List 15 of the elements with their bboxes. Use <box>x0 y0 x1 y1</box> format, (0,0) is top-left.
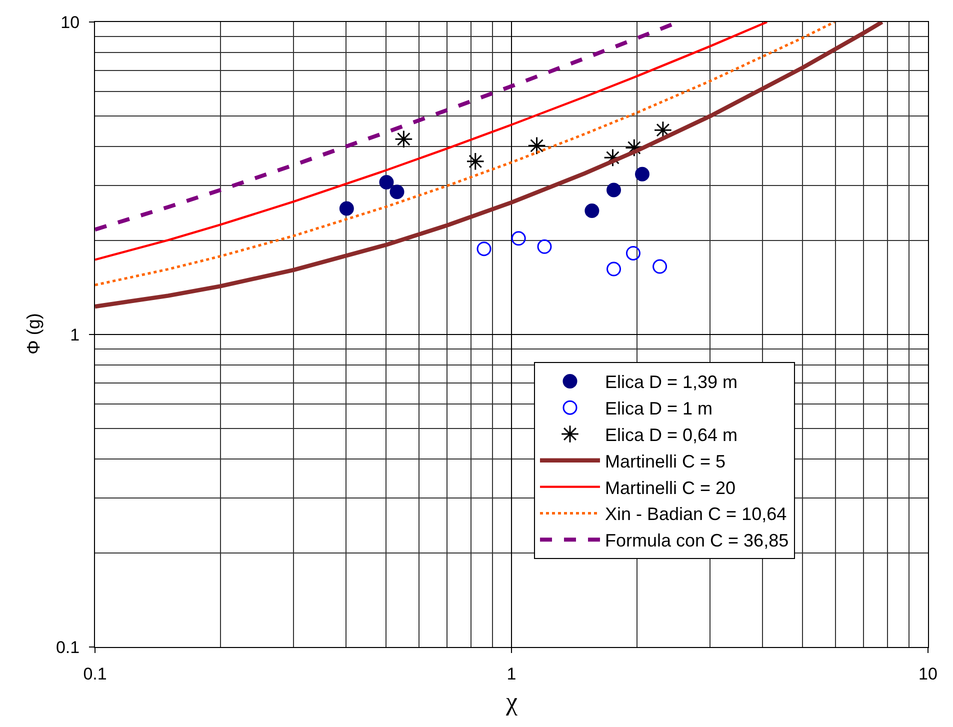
y-tick-label: 0.1 <box>56 638 80 657</box>
legend-label: Xin - Badian C = 10,64 <box>604 504 787 524</box>
y-axis-title: Φ (g) <box>24 313 44 355</box>
x-tick-label: 0.1 <box>83 664 107 684</box>
x-tick-label: 1 <box>506 664 516 684</box>
y-tick-label: 10 <box>60 12 80 32</box>
legend-label: Elica D = 1 m <box>604 398 713 419</box>
x-axis-title: χ <box>505 687 518 716</box>
legend-label: Martinelli C = 5 <box>604 451 726 472</box>
legend-label: Martinelli C = 20 <box>604 478 736 498</box>
legend-label: Elica D = 1,39 m <box>604 372 738 392</box>
x-tick-label: 10 <box>918 664 938 684</box>
y-tick-label: 1 <box>70 325 80 344</box>
legend-label: Formula con C = 36,85 <box>604 530 789 551</box>
legend-label: Elica D = 0,64 m <box>604 425 738 446</box>
